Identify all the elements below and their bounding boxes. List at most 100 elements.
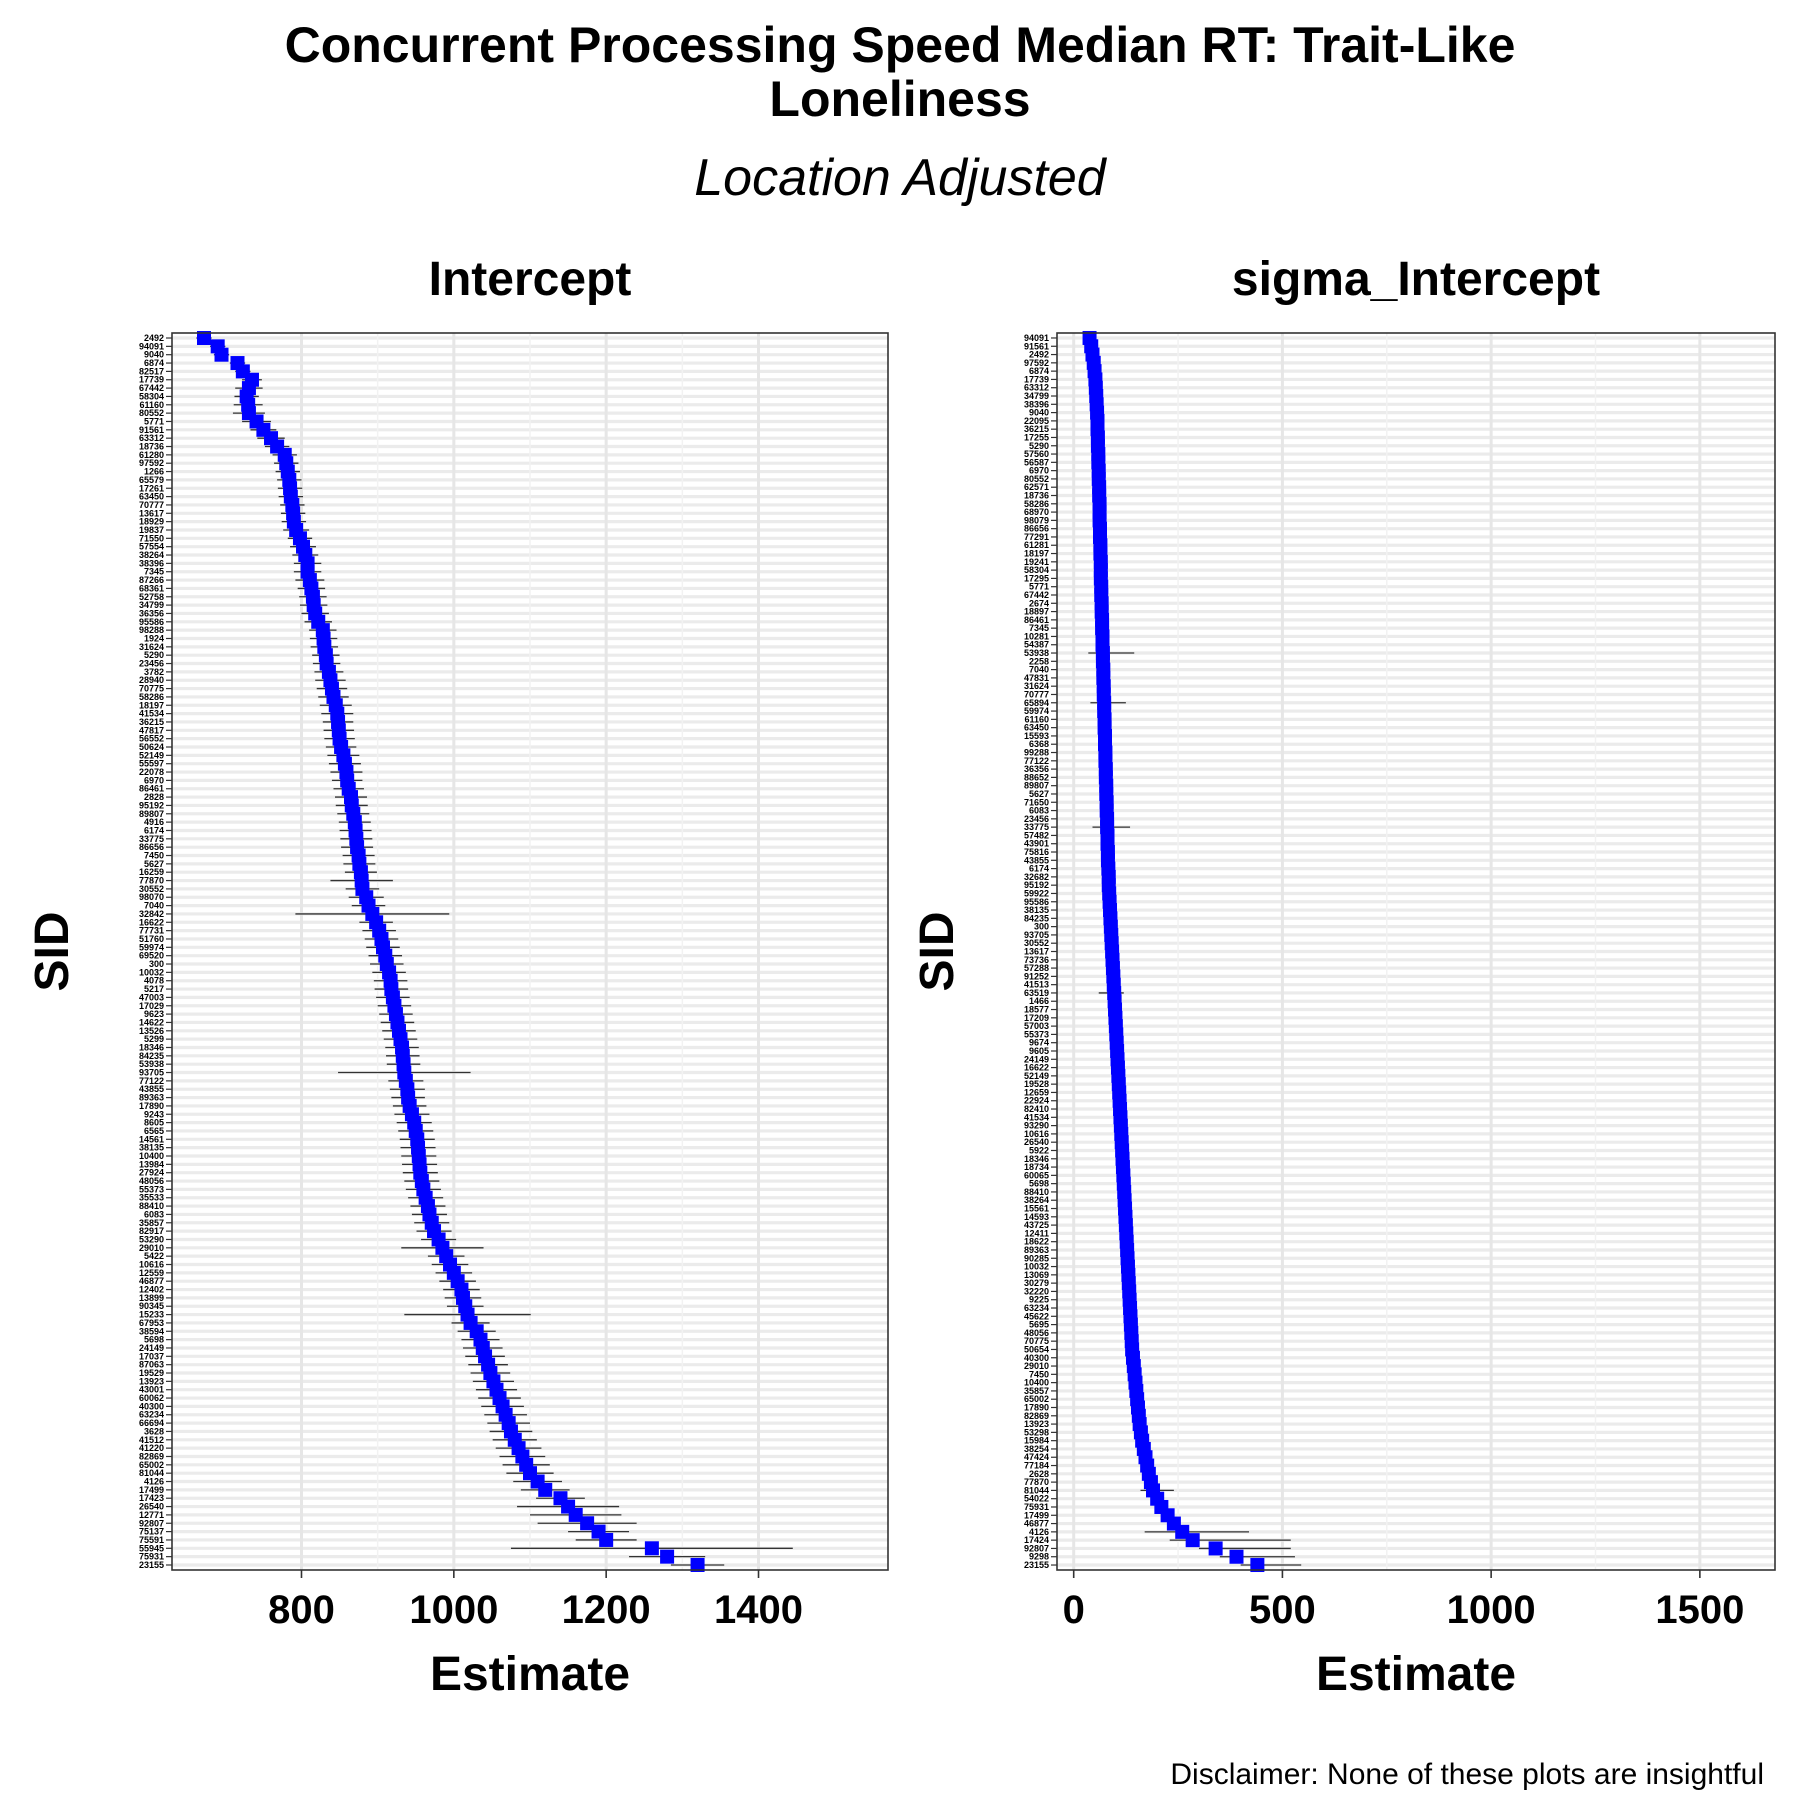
y-tick-label: 5627 [144,859,164,869]
y-tick-label: 88410 [139,1201,164,1211]
data-point [1250,1558,1265,1573]
y-tick-label: 17739 [139,375,164,385]
y-tick-label: 59974 [139,942,164,952]
x-tick-label: 1000 [1447,1588,1536,1632]
y-tick-label: 5290 [1029,441,1049,451]
y-tick-label: 50624 [139,742,164,752]
y-tick-label: 13617 [1024,947,1049,957]
y-tick-label: 9243 [144,1109,164,1119]
data-point [1185,1533,1200,1548]
y-tick-label: 47424 [1024,1452,1049,1462]
y-tick-label: 93705 [1024,930,1049,940]
data-point [1208,1541,1223,1556]
y-tick-label: 43855 [1024,855,1049,865]
y-tick-label: 18577 [1024,1005,1049,1015]
y-tick-label: 7450 [1029,1369,1049,1379]
y-tick-label: 48056 [1024,1328,1049,1338]
y-tick-label: 8605 [144,1118,164,1128]
chart-title-text: Concurrent Processing Speed Median RT: T… [284,17,1516,127]
y-tick-label: 12559 [139,1268,164,1278]
y-tick-label: 18736 [1024,491,1049,501]
panel-title: Intercept [429,253,632,306]
y-tick-label: 82869 [1024,1411,1049,1421]
y-tick-label: 5771 [1029,582,1049,592]
y-tick-label: 38135 [139,1143,164,1153]
y-tick-label: 58286 [1024,499,1049,509]
y-tick-label: 23155 [139,1560,164,1570]
y-tick-label: 22095 [1024,416,1049,426]
y-tick-label: 28940 [139,675,164,685]
y-tick-label: 86461 [139,784,164,794]
data-point [599,1532,614,1547]
chart-title: Concurrent Processing Speed Median RT: T… [0,18,1800,126]
x-tick-label: 800 [268,1588,335,1632]
y-tick-label: 70777 [1024,689,1049,699]
y-tick-label: 3782 [144,667,164,677]
y-tick-label: 47003 [139,992,164,1002]
y-tick-label: 59974 [1024,706,1049,716]
data-point [538,1482,553,1497]
data-point [690,1557,705,1572]
y-tick-label: 35857 [1024,1386,1049,1396]
y-tick-label: 24149 [1024,1054,1049,1064]
y-tick-label: 9298 [1029,1552,1049,1562]
y-tick-label: 9040 [144,350,164,360]
data-point [660,1549,675,1564]
y-tick-label: 2258 [1029,656,1049,666]
y-tick-label: 18197 [1024,549,1049,559]
y-axis-title: SID [911,911,964,991]
y-tick-label: 95192 [1024,880,1049,890]
y-tick-label: 52149 [1024,1071,1049,1081]
y-tick-label: 93290 [1024,1121,1049,1131]
y-tick-label: 18929 [139,517,164,527]
y-tick-label: 6083 [144,1209,164,1219]
data-point [644,1541,659,1556]
y-tick-label: 34799 [139,600,164,610]
y-tick-label: 53298 [1024,1427,1049,1437]
y-tick-label: 17739 [1024,374,1049,384]
y-tick-label: 53938 [139,1059,164,1069]
y-tick-label: 36356 [139,608,164,618]
y-tick-label: 63234 [139,1410,164,1420]
y-tick-label: 6874 [1029,366,1049,376]
y-tick-label: 17499 [139,1485,164,1495]
y-tick-label: 60062 [139,1393,164,1403]
y-tick-label: 58304 [139,391,164,401]
y-tick-label: 98079 [1024,515,1049,525]
y-tick-label: 13069 [1024,1270,1049,1280]
y-tick-label: 38254 [1024,1444,1049,1454]
y-tick-label: 10032 [139,967,164,977]
y-tick-label: 92807 [1024,1543,1049,1553]
y-tick-label: 17423 [139,1493,164,1503]
y-tick-label: 2492 [1029,350,1049,360]
y-tick-label: 6970 [1029,466,1049,476]
y-tick-label: 18736 [139,442,164,452]
y-tick-label: 32682 [1024,872,1049,882]
panel-title: sigma_Intercept [1232,253,1600,306]
y-tick-label: 15984 [1024,1436,1049,1446]
y-tick-label: 88652 [1024,772,1049,782]
y-tick-label: 13526 [139,1026,164,1036]
y-tick-label: 55597 [139,759,164,769]
y-tick-label: 50654 [1024,1344,1049,1354]
y-tick-label: 24149 [139,1343,164,1353]
y-tick-label: 43725 [1024,1220,1049,1230]
y-tick-label: 34799 [1024,391,1049,401]
y-tick-label: 4126 [1029,1527,1049,1537]
y-tick-label: 30279 [1024,1278,1049,1288]
y-tick-label: 68970 [1024,507,1049,517]
sigma-intercept-panel: sigma_Intercept9409191561249297592687417… [911,253,1776,1701]
y-tick-label: 300 [149,959,164,969]
y-tick-label: 5422 [144,1251,164,1261]
x-tick-label: 1200 [562,1588,651,1632]
y-tick-label: 15561 [1024,1204,1049,1214]
y-tick-label: 69520 [139,951,164,961]
y-tick-label: 66694 [139,1418,164,1428]
y-tick-label: 51760 [139,934,164,944]
y-tick-label: 2628 [1029,1469,1049,1479]
y-tick-label: 40300 [1024,1353,1049,1363]
y-tick-label: 41513 [1024,980,1049,990]
y-tick-label: 2828 [144,792,164,802]
y-tick-label: 61160 [1024,714,1049,724]
